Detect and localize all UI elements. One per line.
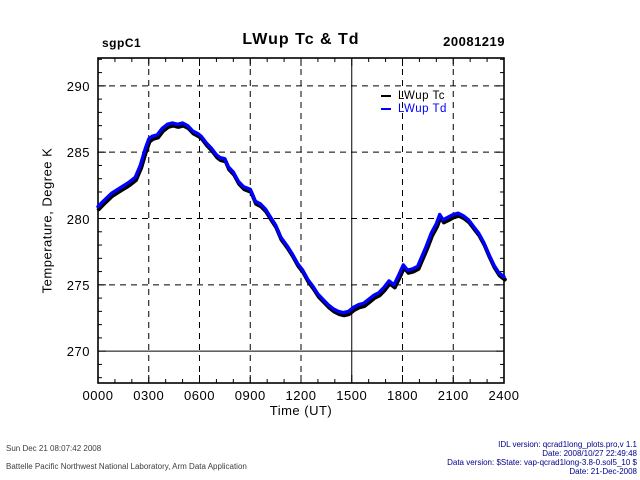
y-tick-label: 275 (66, 277, 90, 293)
x-tick-label: 0300 (133, 388, 165, 403)
x-tick-label: 1800 (387, 388, 418, 403)
site-label: sgpC1 (102, 36, 142, 50)
series-lwup-td-line (96, 121, 506, 315)
x-tick-label: 2100 (437, 388, 469, 403)
footer-right-line: Date: 21-Dec-2008 (569, 467, 637, 476)
x-tick-label: 2400 (488, 388, 520, 403)
footer-right-line: IDL version: qcrad1long_plots.pro,v 1.1 (498, 440, 637, 449)
x-axis-title: Time (UT) (269, 403, 333, 418)
date-label: 20081219 (443, 34, 505, 49)
legend-label: LWup Td (398, 102, 447, 115)
x-tick-label: 1500 (336, 388, 368, 403)
y-tick-label: 280 (66, 211, 90, 227)
plot-frame (97, 57, 505, 384)
x-tick-label: 0900 (234, 388, 266, 403)
y-tick-label: 270 (66, 344, 90, 360)
footer-left: Sun Dec 21 08:07:42 2008 Battelle Pacifi… (6, 444, 247, 480)
legend-entry: LWup Td (381, 102, 447, 115)
legend-label: LWup Tc (398, 89, 445, 102)
y-axis-title: Temperature, Degree K (39, 147, 55, 294)
footer-timestamp: Sun Dec 21 08:07:42 2008 (6, 444, 102, 453)
legend-line-sample-icon (381, 107, 391, 110)
y-tick-label: 285 (66, 145, 90, 161)
legend: LWup Tc LWup Td (381, 89, 447, 115)
footer-right-line: Data version: $State: vap-qcrad1long-3.8… (447, 458, 637, 467)
legend-line-sample-icon (381, 94, 391, 97)
page-title: LWup Tc & Td (242, 31, 360, 48)
x-tick-label: 0000 (82, 388, 114, 403)
x-tick-label: 0600 (184, 388, 215, 403)
x-tick-label: 1200 (285, 388, 317, 403)
footer-organization: Battelle Pacific Northwest National Labo… (6, 462, 247, 471)
footer-right-line: Date: 2008/10/27 22:49:48 (542, 449, 637, 458)
legend-entry: LWup Tc (381, 89, 447, 102)
y-tick-label: 290 (66, 78, 90, 94)
footer-right-version-info: IDL version: qcrad1long_plots.pro,v 1.1 D… (447, 440, 637, 476)
